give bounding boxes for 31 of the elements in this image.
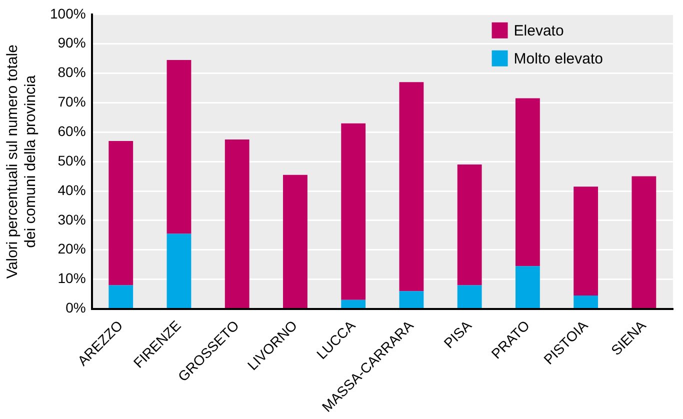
bar	[632, 176, 656, 308]
bar	[457, 285, 482, 308]
bar	[341, 123, 366, 300]
y-tick-label: 30%	[58, 211, 86, 228]
y-tick-label: 100%	[50, 5, 86, 22]
bar	[341, 300, 366, 308]
bar	[108, 285, 134, 308]
y-tick-label: 50%	[58, 152, 86, 168]
bar	[224, 140, 250, 308]
bar	[166, 234, 192, 308]
bar	[399, 291, 424, 308]
legend-label: Elevato	[514, 22, 564, 40]
bar	[108, 140, 134, 286]
bar	[574, 296, 598, 308]
y-tick-label: 70%	[58, 94, 86, 110]
bar	[457, 164, 482, 286]
bar	[574, 186, 598, 296]
bar	[166, 60, 192, 234]
y-tick-label: 10%	[58, 270, 86, 286]
y-tick-label: 90%	[58, 34, 86, 51]
bar	[515, 266, 540, 308]
bar	[283, 174, 308, 308]
y-tick-label: 20%	[58, 240, 86, 257]
bar	[399, 82, 424, 292]
y-tick-label: 0%	[66, 300, 86, 316]
legend-label: Molto elevato	[514, 50, 603, 68]
y-axis-title: Valori percentuali sul numero totale dei comuni della provincia	[4, 44, 40, 279]
y-tick-label: 60%	[58, 123, 86, 140]
bar	[515, 98, 540, 266]
y-tick-label: 80%	[58, 64, 86, 80]
y-tick-label: 40%	[58, 182, 86, 198]
